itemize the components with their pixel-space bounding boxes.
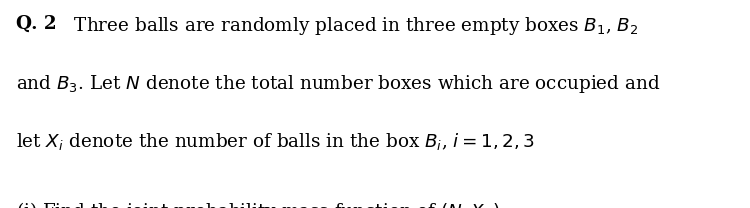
Text: (i) Find the joint probability mass function of $(N, X_1)$;: (i) Find the joint probability mass func… — [16, 200, 506, 208]
Text: and $B_3$. Let $N$ denote the total number boxes which are occupied and: and $B_3$. Let $N$ denote the total numb… — [16, 73, 661, 95]
Text: Three balls are randomly placed in three empty boxes $B_1$, $B_2$: Three balls are randomly placed in three… — [68, 15, 638, 37]
Text: Q. 2: Q. 2 — [16, 15, 57, 33]
Text: let $X_i$ denote the number of balls in the box $B_i$, $i = 1, 2, 3$: let $X_i$ denote the number of balls in … — [16, 131, 536, 152]
